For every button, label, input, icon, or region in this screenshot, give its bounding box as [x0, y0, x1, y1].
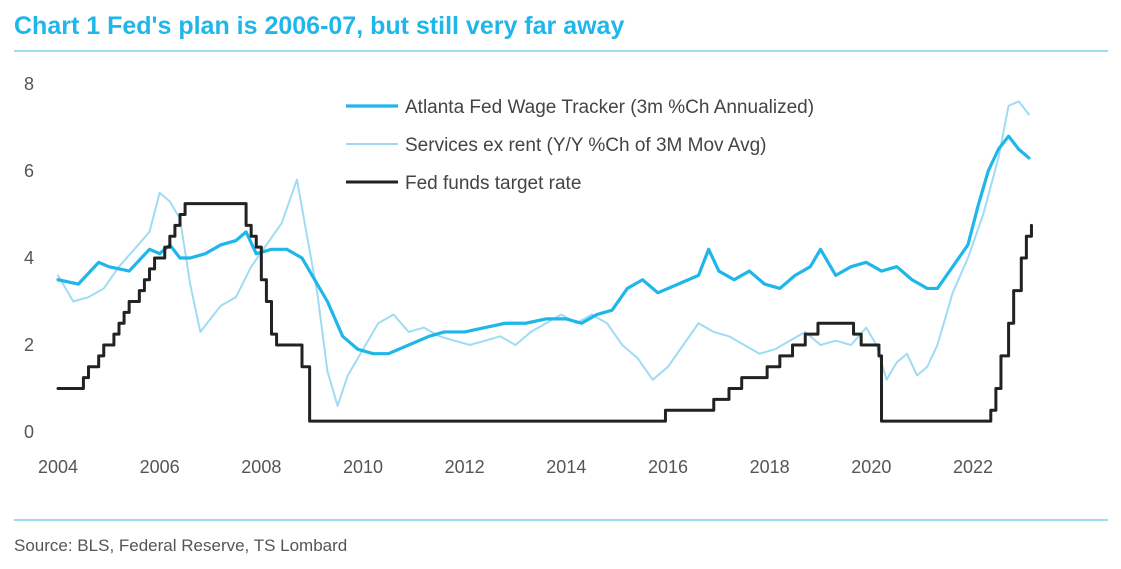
y-tick-label: 4: [24, 248, 34, 268]
y-tick-label: 0: [24, 422, 34, 442]
source-divider: [14, 519, 1108, 521]
y-axis-ticks: 0 2 4 6 8: [24, 74, 34, 442]
legend: Atlanta Fed Wage Tracker (3m %Ch Annuali…: [346, 97, 814, 194]
y-tick-label: 8: [24, 74, 34, 94]
x-axis-ticks: 2004 2006 2008 2010 2012 2014 2016 2018 2020 2022: [38, 457, 993, 477]
y-tick-label: 2: [24, 335, 34, 355]
x-tick-label: 2014: [546, 457, 586, 477]
source-note: Source: BLS, Federal Reserve, TS Lombard: [14, 536, 348, 555]
series-line-0: [56, 134, 1031, 356]
x-tick-label: 2004: [38, 457, 78, 477]
title-divider: [14, 50, 1108, 52]
x-tick-label: 2018: [750, 457, 790, 477]
x-tick-label: 2022: [953, 457, 993, 477]
x-tick-label: 2006: [140, 457, 180, 477]
series-line-1: [57, 100, 1030, 407]
y-tick-label: 6: [24, 161, 34, 181]
x-tick-label: 2008: [241, 457, 281, 477]
chart-title: Chart 1 Fed's plan is 2006-07, but still…: [14, 12, 625, 40]
x-tick-label: 2012: [445, 457, 485, 477]
series-line-2: [56, 202, 1033, 423]
legend-label: Services ex rent (Y/Y %Ch of 3M Mov Avg): [405, 135, 767, 156]
x-tick-label: 2016: [648, 457, 688, 477]
legend-label: Atlanta Fed Wage Tracker (3m %Ch Annuali…: [405, 97, 814, 118]
x-tick-label: 2010: [343, 457, 383, 477]
series-layer: [56, 100, 1033, 423]
legend-label: Fed funds target rate: [405, 173, 581, 194]
x-tick-label: 2020: [851, 457, 891, 477]
